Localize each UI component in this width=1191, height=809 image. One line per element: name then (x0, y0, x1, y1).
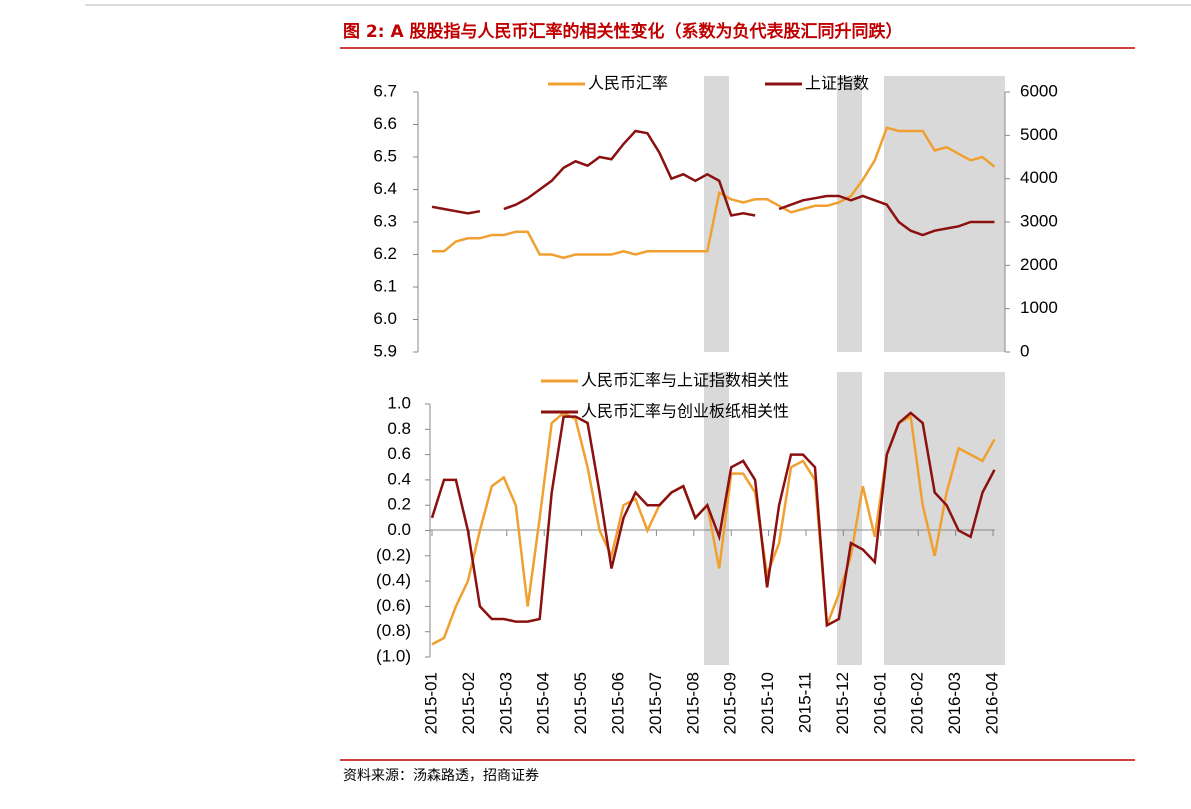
x-tick-label: 2016-03 (945, 672, 964, 734)
x-tick-label: 2016-02 (908, 672, 927, 734)
y-tick-label: 5.9 (373, 341, 397, 360)
x-tick-label: 2015-02 (459, 672, 478, 734)
x-tick-label: 2015-09 (721, 672, 740, 734)
legend-label: 人民币汇率 (588, 74, 668, 93)
legend-label: 上证指数 (805, 74, 869, 93)
x-tick-label: 2015-10 (758, 672, 777, 734)
x-tick-label: 2015-03 (496, 672, 515, 734)
x-tick-label: 2015-12 (833, 672, 852, 734)
y-tick-label: 6.1 (373, 276, 397, 295)
y2-tick-label: 2000 (1020, 255, 1058, 274)
legend-label: 人民币汇率与上证指数相关性 (581, 371, 789, 390)
source: 资料来源：汤森路透，招商证券 (343, 768, 539, 784)
y2-tick-label: 6000 (1020, 81, 1058, 100)
y2-tick-label: 4000 (1020, 168, 1058, 187)
y2-tick-label: 1000 (1020, 298, 1058, 317)
x-tick-label: 2015-07 (646, 672, 665, 734)
y-tick-label: 6.6 (373, 114, 397, 133)
y-tick-label: 6.3 (373, 211, 397, 230)
y-tick-label: 1.0 (387, 393, 411, 412)
shade (884, 76, 1005, 352)
x-tick-label: 2015-08 (683, 672, 702, 734)
x-tick-label: 2016-04 (982, 672, 1001, 734)
series-line (430, 411, 996, 628)
y-tick-label: 6.5 (373, 146, 397, 165)
y-tick-label: (1.0) (376, 646, 411, 665)
legend-label: 人民币汇率与创业板纸相关性 (581, 402, 789, 421)
figure-title: 图 2: A 股股指与人民币汇率的相关性变化（系数为负代表股汇同升同跌） (343, 21, 903, 42)
y-tick-label: 6.2 (373, 244, 397, 263)
y2-tick-label: 0 (1020, 341, 1029, 360)
y2-tick-label: 3000 (1020, 211, 1058, 230)
y-tick-label: 0.2 (387, 495, 411, 514)
y-tick-label: (0.2) (376, 545, 411, 564)
y-tick-label: (0.8) (376, 621, 411, 640)
y-tick-label: 6.7 (373, 81, 397, 100)
y-tick-label: 0.6 (387, 444, 411, 463)
shade (837, 76, 862, 352)
x-tick-label: 2015-01 (421, 672, 440, 734)
y-tick-label: (0.6) (376, 596, 411, 615)
y-tick-label: 6.4 (373, 179, 397, 198)
y-tick-label: 0.8 (387, 419, 411, 438)
x-tick-label: 2015-04 (534, 672, 553, 734)
x-tick-label: 2015-06 (608, 672, 627, 734)
shade (704, 76, 729, 352)
y-tick-label: (0.4) (376, 571, 411, 590)
y-tick-label: 6.0 (373, 309, 397, 328)
x-tick-label: 2015-11 (795, 672, 814, 733)
series-line (431, 129, 995, 237)
y-tick-label: 0.4 (387, 469, 411, 488)
x-tick-label: 2015-05 (571, 672, 590, 734)
y2-tick-label: 5000 (1020, 125, 1058, 144)
shade (884, 372, 1005, 665)
y-tick-label: 0.0 (387, 520, 411, 539)
x-tick-label: 2016-01 (870, 672, 889, 734)
series-line (432, 126, 996, 260)
